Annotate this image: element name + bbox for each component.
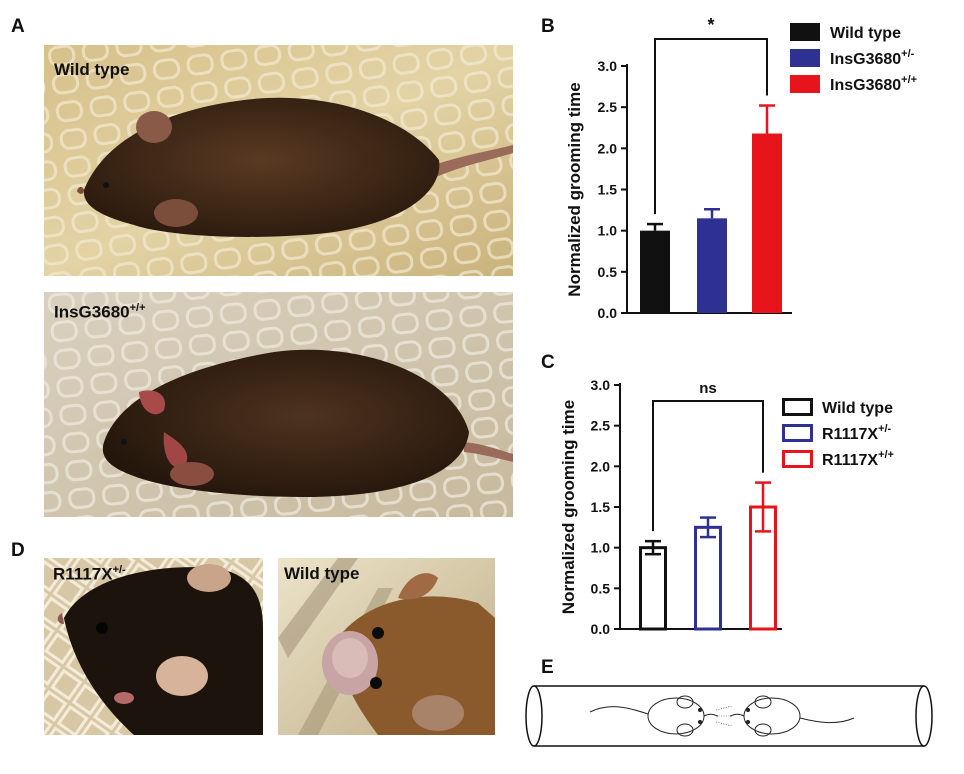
chart-c-grooming-r1117x: Normalized grooming time 0.0 0.5 1.0 1.5 2.0 2… xyxy=(560,377,894,637)
bar xyxy=(752,133,782,313)
y-tick-label: 2.0 xyxy=(591,458,611,474)
tube-left-opening xyxy=(525,685,543,747)
bar xyxy=(694,525,722,631)
legend-label-superscript: +/- xyxy=(878,423,891,435)
legend-swatch xyxy=(782,398,813,416)
y-axis-label: Normalized grooming time xyxy=(565,82,584,296)
significance-label: ns xyxy=(699,380,717,397)
y-tick-label: 1.5 xyxy=(591,499,611,515)
legend-swatch xyxy=(790,75,820,93)
legend-swatch xyxy=(782,450,813,468)
legend-label: Wild type xyxy=(822,400,893,417)
significance-bracket xyxy=(652,400,764,532)
legend-label: Wild type xyxy=(830,25,901,42)
panel-b-letter: B xyxy=(541,16,555,37)
mouse-right-outline xyxy=(729,695,855,737)
legend-label: R1117X+/+ xyxy=(822,449,894,469)
photo-wild-type-mouse-head xyxy=(278,558,495,735)
whiskers xyxy=(715,705,733,727)
significance-label: * xyxy=(707,15,714,35)
tube-body xyxy=(534,685,924,747)
panel-e-letter: E xyxy=(541,657,554,678)
mouse-left-outline xyxy=(589,695,719,737)
photo-insg3680-homozygous-mouse xyxy=(44,292,513,517)
legend-swatch xyxy=(790,49,820,67)
legend-swatch xyxy=(782,424,813,442)
legend-label-superscript: +/+ xyxy=(901,74,917,86)
y-tick-label: 0.5 xyxy=(591,580,611,596)
photo-r1117x-heterozygous-mouse xyxy=(44,558,263,735)
panel-d-letter: D xyxy=(11,540,25,561)
legend-label: InsG3680+/- xyxy=(830,48,915,68)
y-tick-label: 2.5 xyxy=(591,418,611,434)
y-tick-label: 1.0 xyxy=(591,540,611,556)
y-tick-label: 1.5 xyxy=(598,182,618,198)
y-axis-label: Normalized grooming time xyxy=(560,400,578,614)
photo-label-insg3680: InsG3680+/+ xyxy=(54,302,146,323)
tube-right-opening xyxy=(915,685,933,747)
panel-a-letter: A xyxy=(11,16,25,37)
significance-bracket xyxy=(654,38,768,215)
legend-swatch xyxy=(790,23,820,41)
y-tick-label: 1.0 xyxy=(598,223,618,239)
y-tick-label: 2.5 xyxy=(598,99,618,115)
legend-label-superscript: +/+ xyxy=(878,449,894,461)
photo-label-wild-type: Wild type xyxy=(54,60,130,79)
y-tick-label: 0.5 xyxy=(598,264,618,280)
y-tick-label: 2.0 xyxy=(598,140,618,156)
photo-label-r1117x-sup: +/- xyxy=(112,564,126,576)
tube-test-diagram xyxy=(525,685,933,747)
photo-label-wild-type-d: Wild type xyxy=(284,564,360,583)
chart-b-grooming-insg3680: Normalized grooming time 0.0 0.5 1.0 1.5 2.0 2… xyxy=(565,15,917,321)
photo-wild-type-mouse xyxy=(44,45,513,276)
photo-label-r1117x-base: R1117X xyxy=(53,564,113,584)
photo-label-r1117x: R1117X+/- xyxy=(53,564,126,585)
y-tick-label: 0.0 xyxy=(598,305,618,321)
bar xyxy=(697,218,727,313)
bar xyxy=(640,230,670,313)
photo-label-insg3680-base: InsG3680 xyxy=(54,302,130,322)
legend-label-superscript: +/- xyxy=(901,48,914,60)
y-tick-label: 3.0 xyxy=(598,58,618,74)
panel-c-letter: C xyxy=(541,352,555,373)
legend-label: InsG3680+/+ xyxy=(830,74,917,94)
bar xyxy=(639,546,667,631)
legend-label: R1117X+/- xyxy=(822,423,892,443)
y-tick-label: 3.0 xyxy=(591,377,611,393)
photo-label-insg3680-sup: +/+ xyxy=(129,302,146,314)
y-tick-label: 0.0 xyxy=(591,621,611,637)
